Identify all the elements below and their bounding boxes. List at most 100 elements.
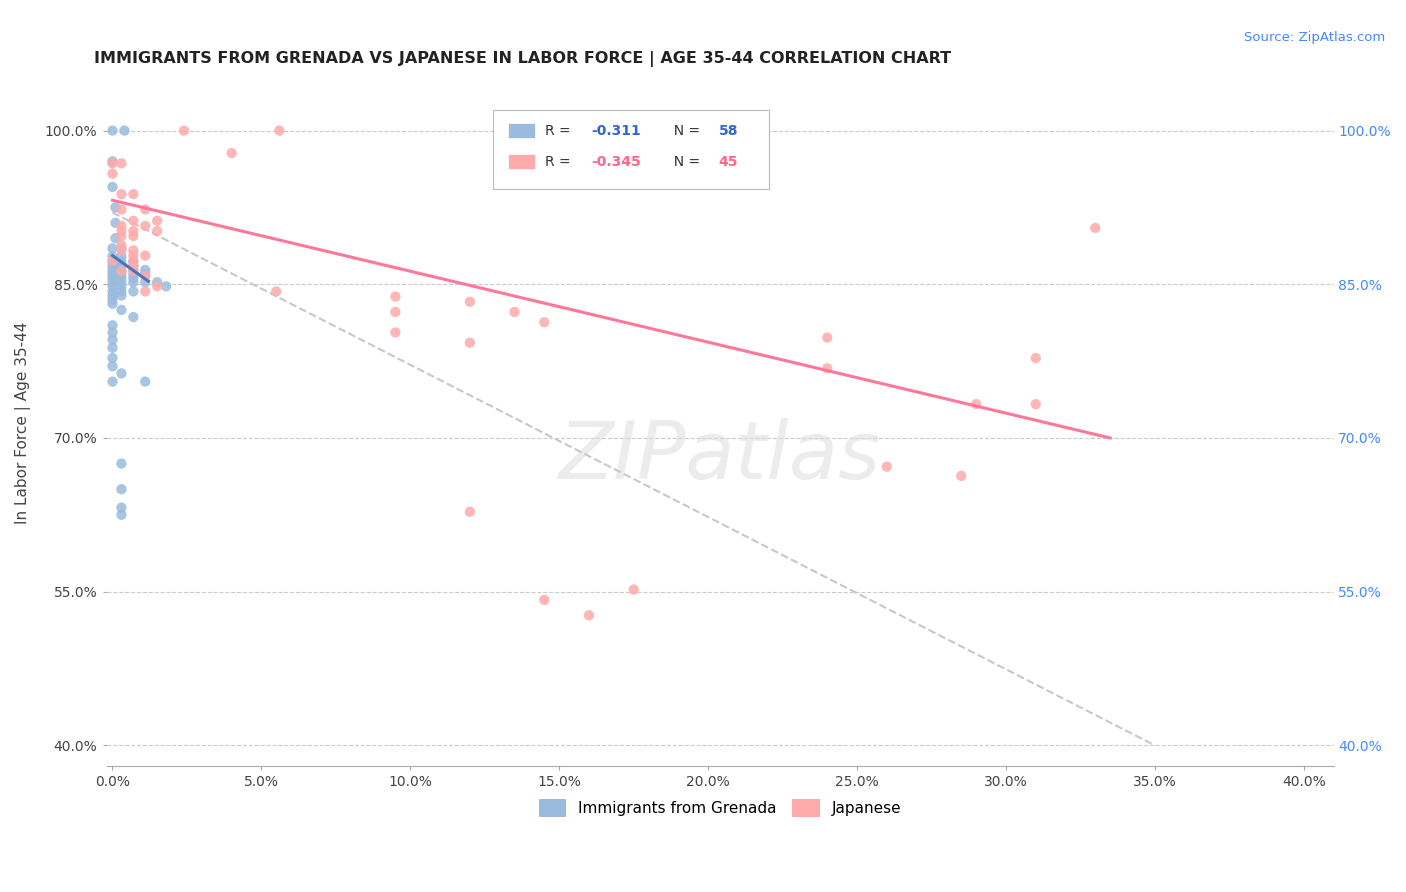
Point <box>122 254 145 268</box>
Point <box>101 333 124 347</box>
Text: ZIPatlas: ZIPatlas <box>560 418 882 496</box>
Point <box>122 263 145 277</box>
Point <box>110 259 132 273</box>
Point <box>101 318 124 333</box>
Point <box>122 285 145 299</box>
Point <box>134 275 156 289</box>
Point <box>110 267 132 281</box>
Point <box>533 315 555 329</box>
Point <box>110 219 132 233</box>
Point <box>101 297 124 311</box>
Point <box>110 500 132 515</box>
Point <box>110 202 132 217</box>
Point <box>101 156 124 170</box>
Point <box>122 310 145 324</box>
Point <box>134 375 156 389</box>
Point <box>101 254 124 268</box>
Point <box>104 216 127 230</box>
Point <box>104 231 127 245</box>
Point <box>101 167 124 181</box>
Point <box>101 359 124 374</box>
Point <box>101 288 124 302</box>
Point <box>1084 221 1107 235</box>
Point <box>173 123 195 137</box>
Point <box>110 279 132 293</box>
Point <box>623 582 645 597</box>
Legend: Immigrants from Grenada, Japanese: Immigrants from Grenada, Japanese <box>533 793 907 823</box>
Point <box>122 259 145 273</box>
Point <box>110 482 132 496</box>
Point <box>101 259 124 273</box>
Point <box>146 224 169 238</box>
Point <box>122 213 145 227</box>
Point <box>101 293 124 307</box>
Point <box>101 341 124 355</box>
Point <box>110 302 132 317</box>
Point <box>101 180 124 194</box>
Point <box>110 367 132 381</box>
Point <box>101 154 124 169</box>
Text: 58: 58 <box>718 124 738 138</box>
Point <box>101 250 124 264</box>
Point <box>122 229 145 244</box>
Text: -0.345: -0.345 <box>591 154 641 169</box>
Text: N =: N = <box>665 124 704 138</box>
Text: R =: R = <box>544 124 575 138</box>
Point <box>101 271 124 285</box>
Point <box>101 263 124 277</box>
Point <box>1025 397 1047 411</box>
Point <box>104 201 127 215</box>
Point <box>110 254 132 268</box>
Point <box>134 219 156 233</box>
Point <box>876 459 898 474</box>
Point <box>146 275 169 289</box>
Point <box>110 187 132 202</box>
Point <box>134 267 156 281</box>
Point <box>122 249 145 263</box>
Text: R =: R = <box>544 154 575 169</box>
Point <box>122 267 145 281</box>
Point <box>134 202 156 217</box>
Point <box>110 271 132 285</box>
Point <box>146 213 169 227</box>
Point <box>134 263 156 277</box>
Point <box>815 361 838 376</box>
Point <box>384 289 406 303</box>
Text: Source: ZipAtlas.com: Source: ZipAtlas.com <box>1244 31 1385 45</box>
Text: IMMIGRANTS FROM GRENADA VS JAPANESE IN LABOR FORCE | AGE 35-44 CORRELATION CHART: IMMIGRANTS FROM GRENADA VS JAPANESE IN L… <box>94 51 952 67</box>
FancyBboxPatch shape <box>508 154 534 169</box>
Point <box>221 146 243 161</box>
Point <box>110 264 132 278</box>
Point <box>101 351 124 365</box>
Point <box>110 275 132 289</box>
Point <box>815 330 838 344</box>
Point <box>122 224 145 238</box>
Point <box>122 253 145 268</box>
Point <box>110 457 132 471</box>
Point <box>110 250 132 264</box>
Point <box>110 238 132 252</box>
Point <box>950 469 973 483</box>
Point <box>458 294 481 309</box>
Point <box>110 229 132 244</box>
Point <box>533 593 555 607</box>
Point <box>101 267 124 281</box>
Point <box>101 123 124 137</box>
Point <box>384 305 406 319</box>
FancyBboxPatch shape <box>508 123 534 138</box>
Text: N =: N = <box>665 154 704 169</box>
Point <box>155 279 177 293</box>
FancyBboxPatch shape <box>494 111 769 189</box>
Point <box>122 275 145 289</box>
Point <box>458 335 481 350</box>
Point <box>122 271 145 285</box>
Point <box>101 253 124 268</box>
Point <box>384 326 406 340</box>
Point <box>134 285 156 299</box>
Y-axis label: In Labor Force | Age 35-44: In Labor Force | Age 35-44 <box>15 321 31 524</box>
Point <box>266 285 288 299</box>
Point <box>134 249 156 263</box>
Point <box>101 326 124 340</box>
Point <box>101 241 124 255</box>
Point <box>110 263 132 277</box>
